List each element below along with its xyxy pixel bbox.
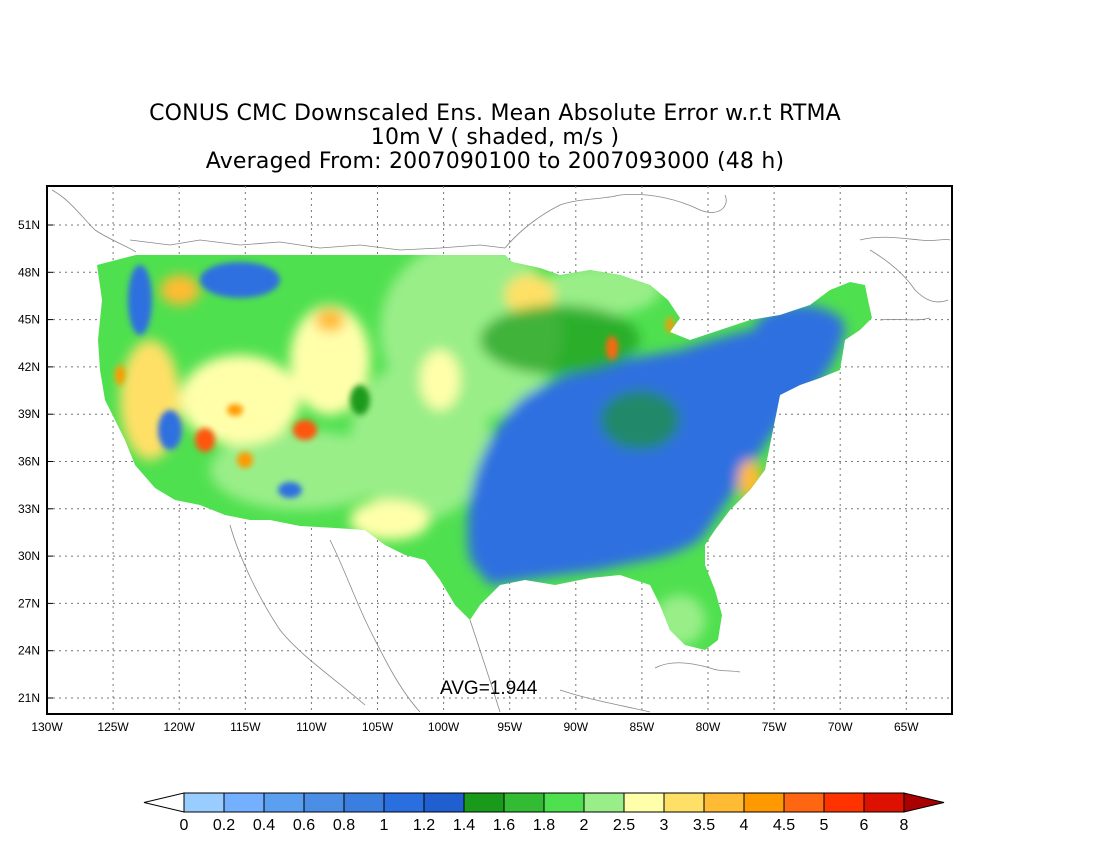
lon-tick-label: 70W bbox=[828, 720, 853, 734]
colorbar-swatch bbox=[303, 792, 345, 813]
lat-tick-label: 27N bbox=[18, 596, 40, 610]
lat-tick-label: 42N bbox=[18, 360, 40, 374]
colorbar-label: 6 bbox=[860, 817, 869, 834]
colorbar-label: 1.6 bbox=[493, 817, 515, 834]
lon-tick-label: 130W bbox=[31, 720, 63, 734]
lat-tick-label: 36N bbox=[18, 455, 40, 469]
colorbar-swatch bbox=[783, 792, 825, 813]
colorbar-low-arrow bbox=[143, 792, 185, 813]
lon-tick-label: 120W bbox=[164, 720, 196, 734]
colorbar-label: 5 bbox=[820, 817, 829, 834]
colorbar-label: 1.2 bbox=[413, 817, 435, 834]
lon-tick-label: 105W bbox=[362, 720, 394, 734]
colorbar-swatch bbox=[623, 792, 665, 813]
colorbar-label: 2 bbox=[580, 817, 589, 834]
lon-tick-label: 65W bbox=[894, 720, 919, 734]
colorbar-swatch bbox=[503, 792, 545, 813]
colorbar-high-arrow bbox=[903, 792, 945, 813]
title-line-1: CONUS CMC Downscaled Ens. Mean Absolute … bbox=[149, 101, 841, 126]
colorbar-swatch bbox=[463, 792, 505, 813]
colorbar-label: 0.8 bbox=[333, 817, 355, 834]
lon-tick-label: 80W bbox=[696, 720, 721, 734]
lon-tick-label: 115W bbox=[230, 720, 261, 734]
colorbar-label: 1.4 bbox=[453, 817, 475, 834]
lon-tick-label: 110W bbox=[296, 720, 327, 734]
title-line-2: 10m V ( shaded, m/s ) bbox=[370, 125, 620, 150]
lon-tick-label: 85W bbox=[630, 720, 655, 734]
colorbar-swatch bbox=[743, 792, 785, 813]
colorbar-label: 3 bbox=[660, 817, 669, 834]
colorbar-label: 1.8 bbox=[533, 817, 555, 834]
colorbar-swatch bbox=[423, 792, 465, 813]
colorbar-swatch bbox=[663, 792, 705, 813]
lat-tick-label: 39N bbox=[18, 407, 40, 421]
lon-tick-label: 125W bbox=[97, 720, 129, 734]
colorbar-swatch bbox=[583, 792, 625, 813]
title-line-3: Averaged From: 2007090100 to 2007093000 … bbox=[205, 149, 785, 174]
colorbar-swatch bbox=[183, 792, 225, 813]
lat-tick-label: 48N bbox=[18, 265, 40, 279]
lat-tick-label: 45N bbox=[18, 313, 40, 327]
lon-tick-label: 75W bbox=[762, 720, 787, 734]
colorbar-swatch bbox=[343, 792, 385, 813]
colorbar-label: 4.5 bbox=[773, 817, 795, 834]
lat-tick-label: 24N bbox=[18, 644, 40, 658]
colorbar-label: 4 bbox=[740, 817, 749, 834]
lat-tick-label: 33N bbox=[18, 502, 40, 516]
lon-tick-label: 90W bbox=[563, 720, 588, 734]
colorbar-label: 2.5 bbox=[613, 817, 635, 834]
lon-tick-label: 95W bbox=[497, 720, 522, 734]
colorbar-label: 0.2 bbox=[213, 817, 235, 834]
colorbar-label: 0.4 bbox=[253, 817, 275, 834]
colorbar-label: 3.5 bbox=[693, 817, 715, 834]
colorbar-label: 8 bbox=[900, 817, 909, 834]
lon-tick-label: 100W bbox=[428, 720, 460, 734]
colorbar-label: 1 bbox=[380, 817, 389, 834]
lat-tick-label: 30N bbox=[18, 549, 40, 563]
coastline bbox=[51, 189, 951, 713]
colorbar-swatch bbox=[383, 792, 425, 813]
colorbar-label: 0 bbox=[180, 817, 189, 834]
average-label: AVG=1.944 bbox=[440, 678, 538, 699]
colorbar-swatch bbox=[863, 792, 905, 813]
colorbar-swatch bbox=[543, 792, 585, 813]
colorbar-swatch bbox=[263, 792, 305, 813]
lat-tick-label: 21N bbox=[18, 691, 40, 705]
colorbar-swatch bbox=[703, 792, 745, 813]
colorbar-swatch bbox=[223, 792, 265, 813]
colorbar-label: 0.6 bbox=[293, 817, 315, 834]
lat-tick-label: 51N bbox=[18, 218, 40, 232]
map-title: CONUS CMC Downscaled Ens. Mean Absolute … bbox=[0, 102, 990, 174]
colorbar-swatch bbox=[823, 792, 865, 813]
